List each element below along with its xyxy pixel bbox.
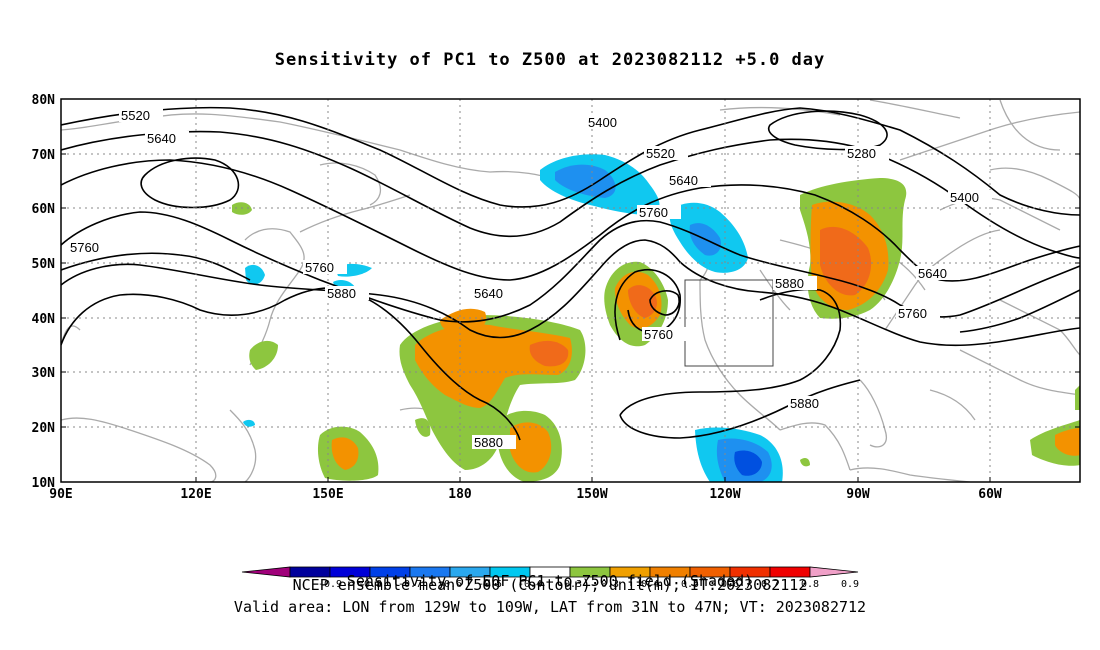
lon-label: 120W (709, 487, 740, 502)
lon-label: 150E (312, 487, 343, 502)
colorbar-tick-label: -0.4 (518, 579, 542, 590)
contour-label: 5640 (147, 131, 176, 146)
contour-label: 5760 (639, 205, 668, 220)
contour-label: 5400 (588, 115, 617, 130)
sensitivity-shading (232, 154, 1080, 482)
colorbar-caption: Sensitivity of EOF PC1 to Z500 field (Sh… (346, 572, 754, 590)
captions: Sensitivity of EOF PC1 to Z500 field (Sh… (0, 574, 1100, 618)
contour-label: 5760 (644, 327, 673, 342)
grid-lines (61, 99, 1080, 482)
contour-label: 5640 (918, 266, 947, 281)
contour-label: 5520 (646, 146, 675, 161)
colorbar-tick-label: -0.9 (318, 579, 342, 590)
lat-label: 70N (32, 148, 56, 163)
contour-label: 5640 (474, 286, 503, 301)
contour-label: 5760 (70, 240, 99, 255)
caption-line: NCEP ensemble mean Z500 (Contour); unit(… (292, 576, 808, 594)
valid-area-box (684, 279, 774, 367)
colorbar-tick-label: 0.5 (681, 579, 699, 590)
contour-label: 5520 (121, 108, 150, 123)
lat-label: 40N (32, 312, 56, 327)
lon-label: 90W (846, 487, 870, 502)
lat-label: 50N (32, 257, 56, 272)
lat-label: 80N (32, 93, 56, 108)
lat-label: 60N (32, 202, 56, 217)
colorbar-tick-label: 0.9 (841, 579, 859, 590)
colorbar-tick-label: -0.6 (438, 579, 462, 590)
plot-frame (60, 98, 1081, 483)
contour-label: 5400 (950, 190, 979, 205)
colorbar-tick-label: 0.4 (641, 579, 659, 590)
colorbar-tick-label: 0.7 (761, 579, 779, 590)
colorbar-tick-label: 0.6 (721, 579, 739, 590)
lon-label: 120E (180, 487, 211, 502)
tick-marks (61, 98, 1080, 483)
colorbar-tick-label: -0.8 (358, 579, 382, 590)
colorbar: -0.9 -0.8 -0.7 -0.6 -0.5 -0.4 -0.3 0.3 0.4 0.5 0.6… (241, 566, 859, 590)
coastlines (61, 99, 1080, 482)
colorbar-tick-label: -0.5 (478, 579, 502, 590)
caption-line: Valid area: LON from 129W to 109W, LAT f… (233, 598, 867, 616)
contour-label: 5880 (775, 276, 804, 291)
lon-label: 150W (576, 487, 607, 502)
colorbar-tick-label: 0.3 (601, 579, 619, 590)
lon-label: 180 (448, 487, 472, 502)
lon-labels: 90E 120E 150E 180 150W 120W 90W 60W (49, 487, 1002, 502)
contour-labels: 5520 5640 5760 5400 5520 5640 5760 5280 … (68, 108, 992, 450)
contour-label: 5880 (327, 286, 356, 301)
contour-label: 5640 (669, 173, 698, 188)
lat-label: 30N (32, 366, 56, 381)
colorbar-tick-label: -0.3 (558, 579, 582, 590)
lat-label: 10N (32, 476, 56, 491)
colorbar-tick-label: 0.8 (801, 579, 819, 590)
contour-label: 5280 (847, 146, 876, 161)
contour-label: 5880 (474, 435, 503, 450)
contour-label: 5880 (790, 396, 819, 411)
map-title: Sensitivity of PC1 to Z500 at 2023082112… (274, 50, 826, 70)
lon-label: 90E (49, 487, 72, 502)
lat-labels: 80N 70N 60N 50N 40N 30N 20N 10N (32, 93, 56, 491)
contour-label: 5760 (305, 260, 334, 275)
lon-label: 60W (978, 487, 1002, 502)
lat-label: 20N (32, 421, 56, 436)
colorbar-tick-label: -0.7 (398, 579, 422, 590)
contour-label: 5760 (898, 306, 927, 321)
colorbar-end (809, 566, 859, 578)
